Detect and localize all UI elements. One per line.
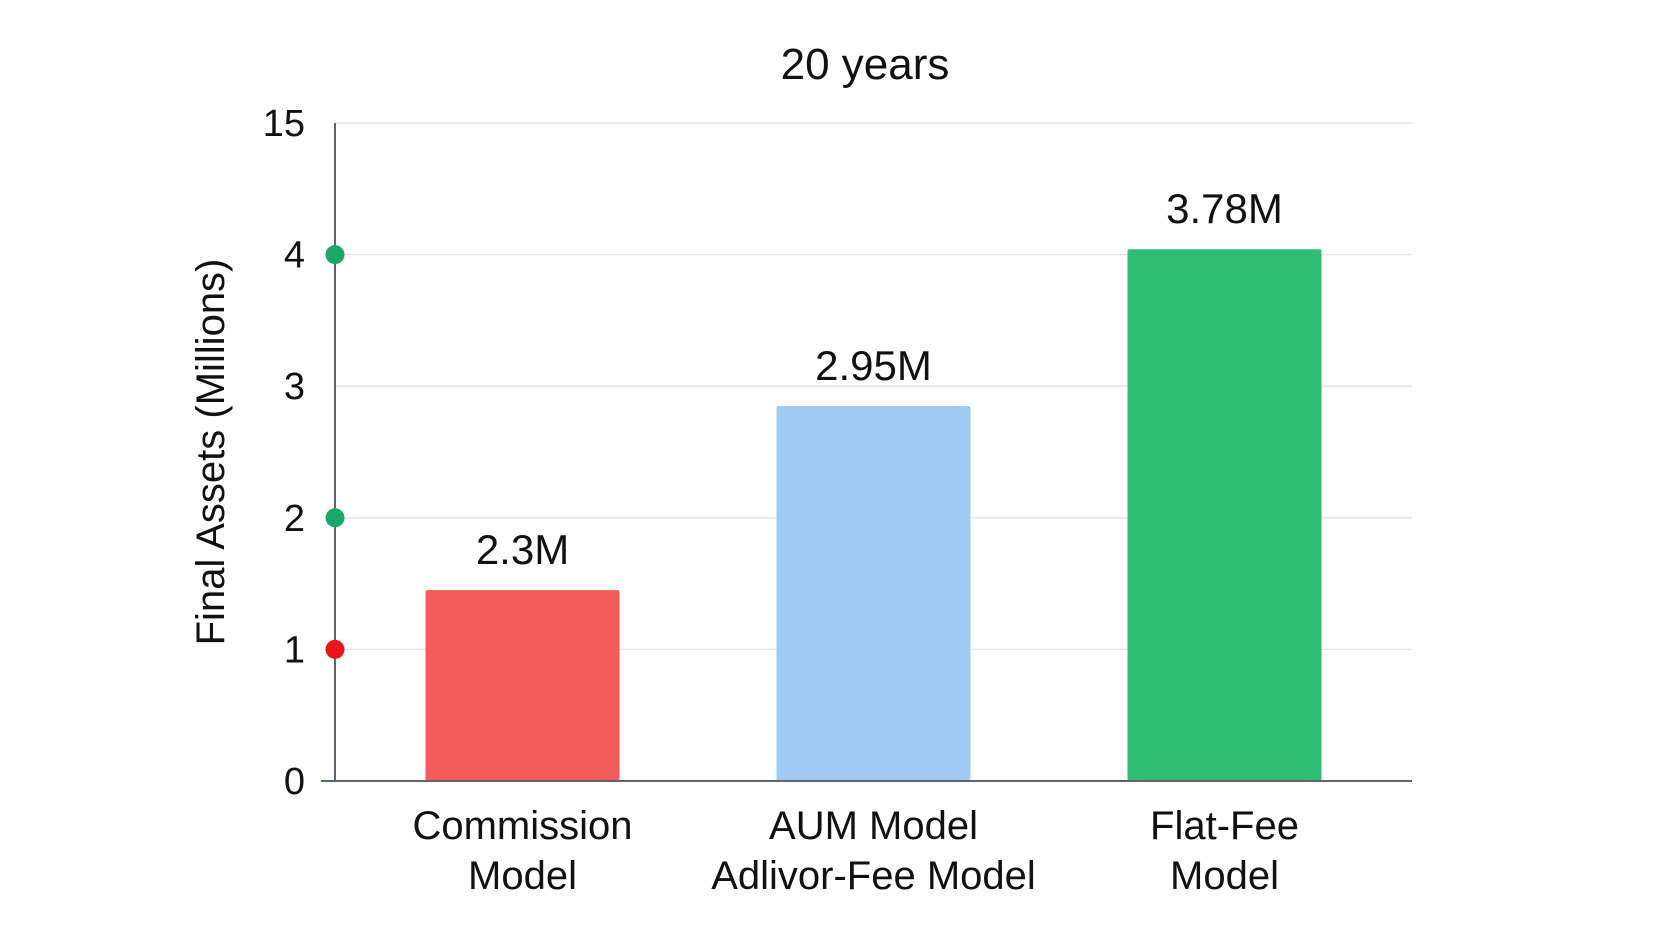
axis-dot-marker xyxy=(325,508,345,528)
x-tick-label: Flat-Fee xyxy=(1150,804,1299,848)
x-tick-label: Adlivor-Fee Model xyxy=(711,854,1036,898)
bar xyxy=(776,405,971,781)
data-label: 2.3M xyxy=(476,526,569,573)
x-tick-label: Model xyxy=(468,854,577,898)
y-tick-label: 2 xyxy=(284,498,305,540)
axes xyxy=(321,123,1412,782)
y-tick-label: 4 xyxy=(284,235,305,277)
chart-title: 20 years xyxy=(781,40,950,89)
y-tick-label: 15 xyxy=(263,103,305,145)
x-tick-label: AUM Model xyxy=(769,804,978,848)
bars xyxy=(425,249,1322,781)
x-tick-label: Model xyxy=(1170,854,1279,898)
data-label: 2.95M xyxy=(815,342,932,389)
y-tick-label: 1 xyxy=(284,629,305,671)
axis-dot-marker xyxy=(325,639,345,659)
data-label: 3.78M xyxy=(1166,185,1283,232)
y-axis-label: Final Assets (Millions) xyxy=(189,259,233,646)
y-tick-label: 0 xyxy=(284,761,305,803)
labels: 0 1 2 3 4 15 2.3M Commission Model 2.95M AUM Model… xyxy=(263,103,1299,898)
x-tick-label: Commission xyxy=(412,804,632,848)
bar xyxy=(1127,249,1322,781)
bar xyxy=(425,590,620,781)
axis-dot-marker xyxy=(325,245,345,265)
y-tick-label: 3 xyxy=(284,366,305,408)
